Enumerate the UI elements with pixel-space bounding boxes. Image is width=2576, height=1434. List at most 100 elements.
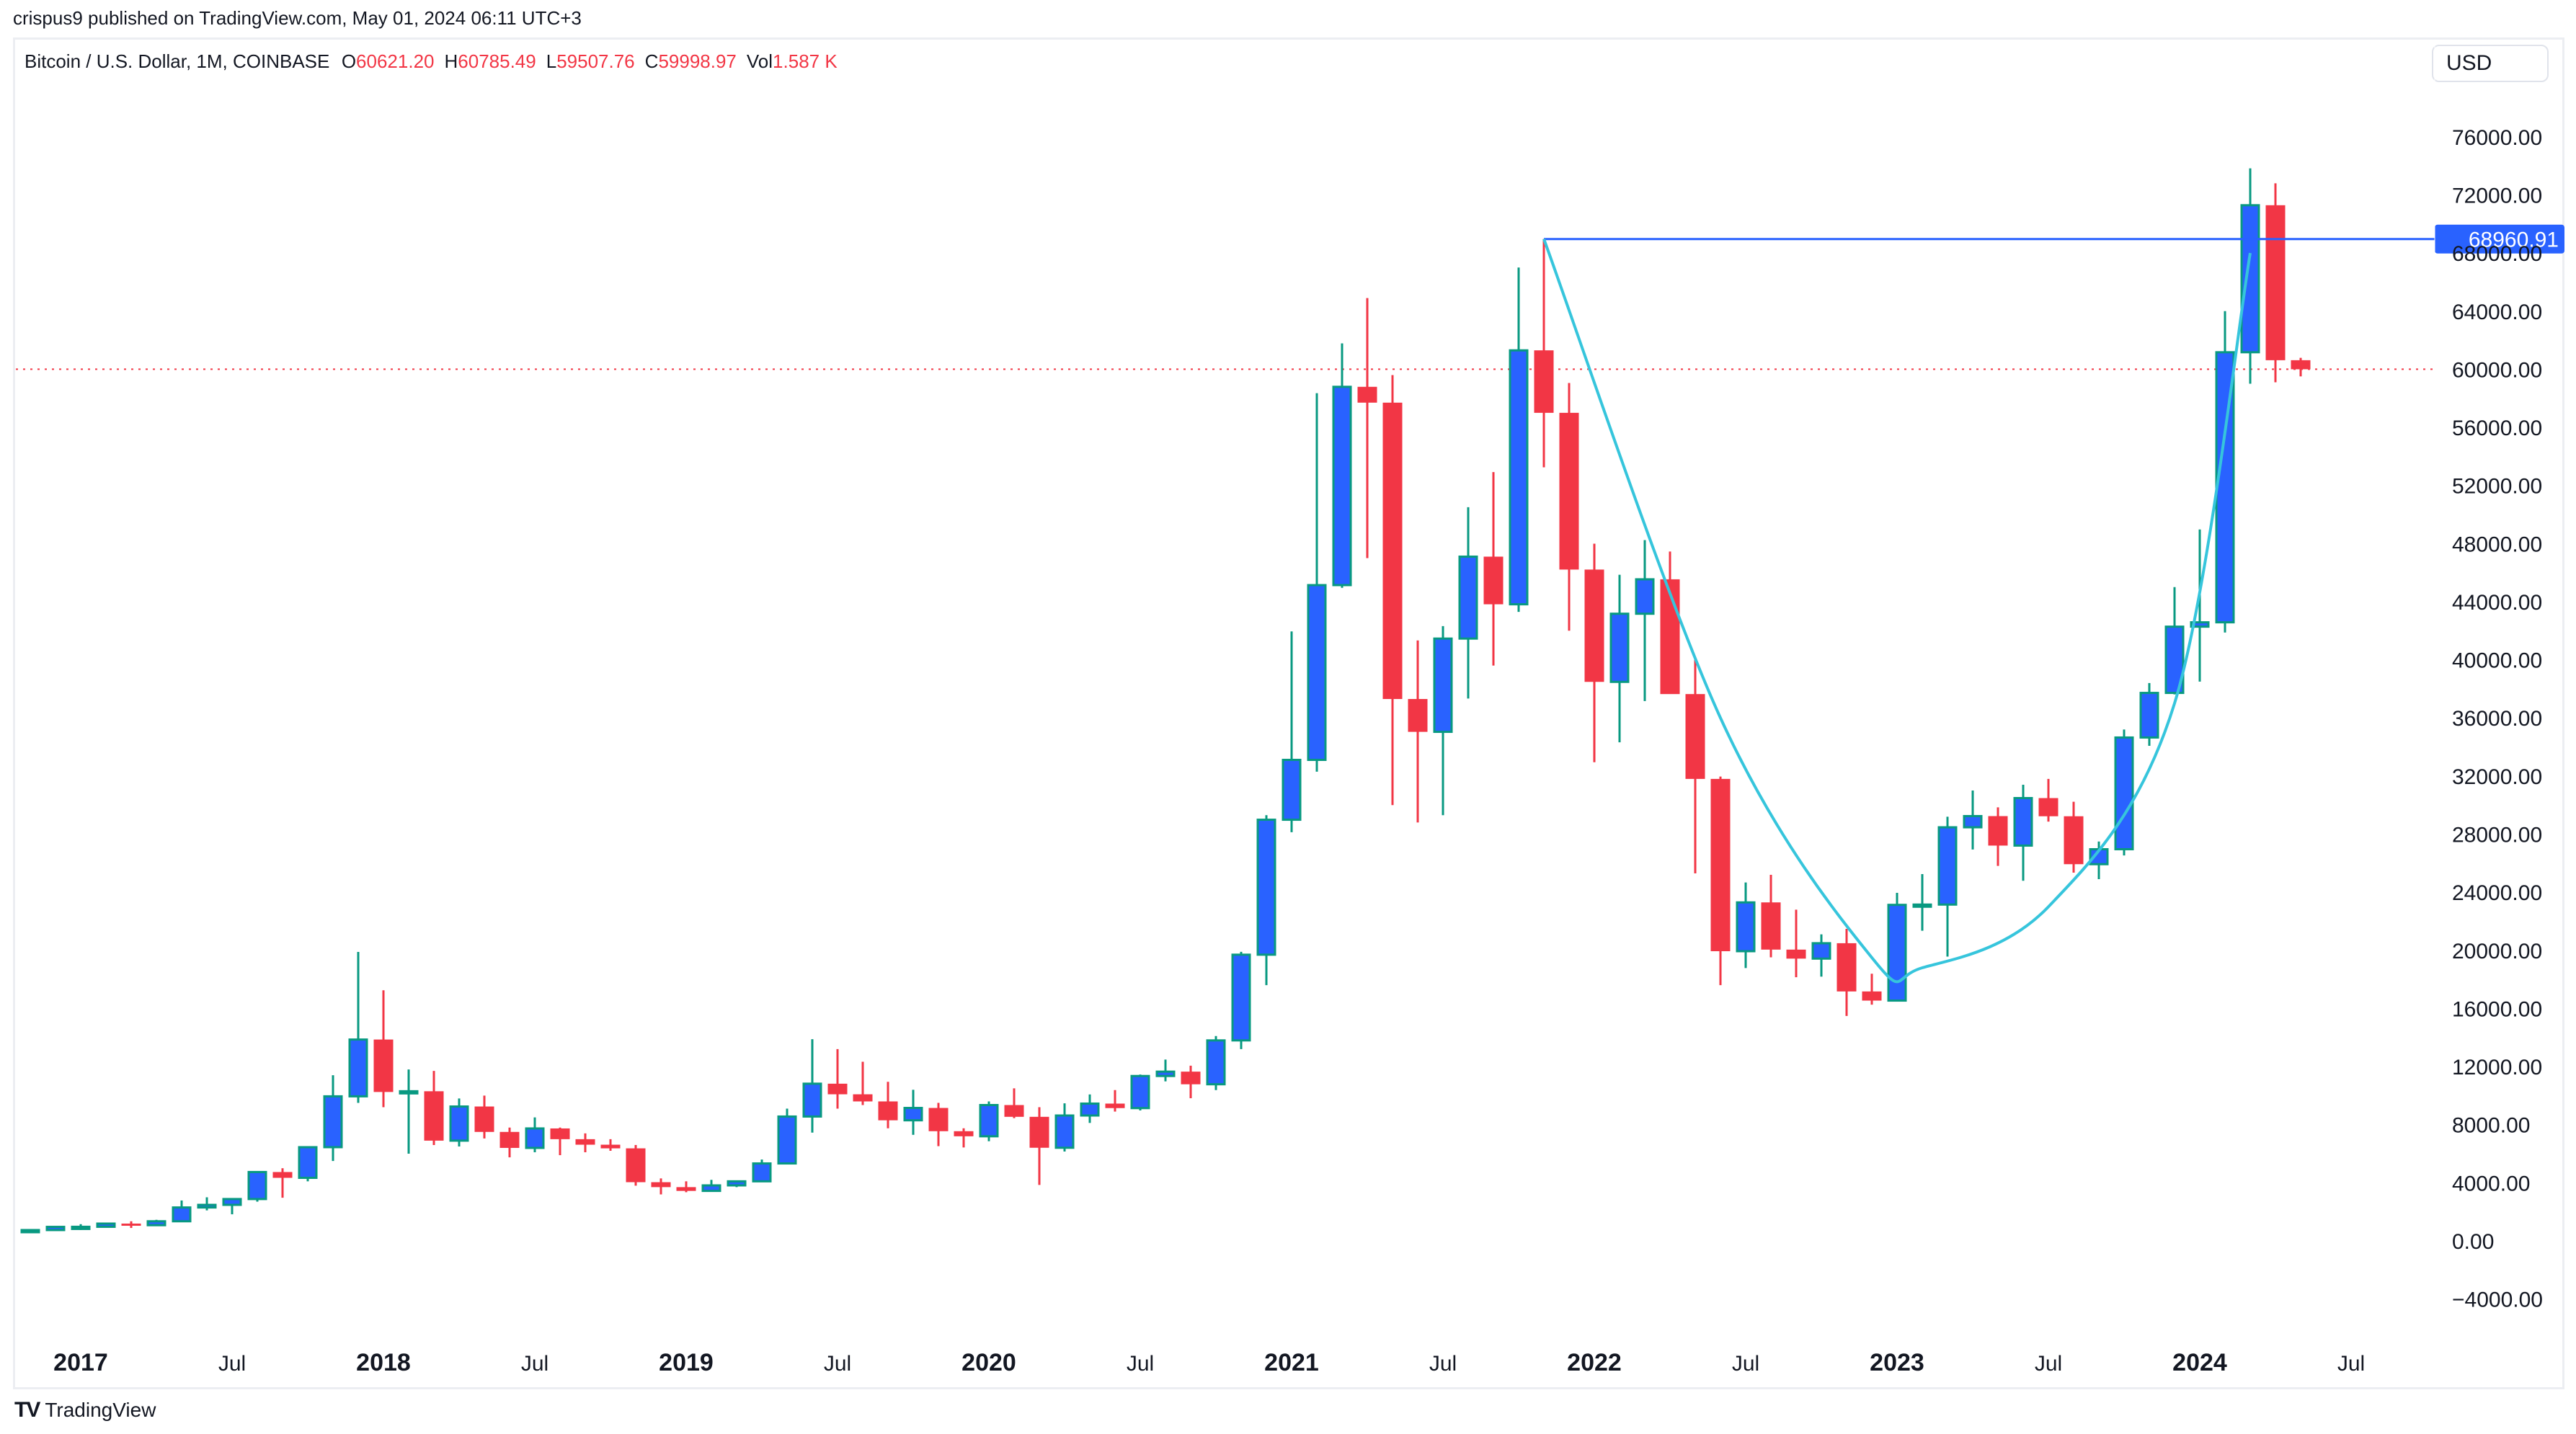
candle-down[interactable] [1584, 569, 1604, 682]
candle-up[interactable] [1282, 759, 1302, 821]
candle-up[interactable] [1307, 584, 1327, 762]
candle-down[interactable] [1836, 943, 1857, 992]
candle-up[interactable] [20, 1229, 40, 1234]
candle-up[interactable] [2240, 204, 2260, 354]
candle-down[interactable] [1029, 1116, 1049, 1148]
candle-down[interactable] [499, 1131, 520, 1148]
candle-down[interactable] [878, 1101, 898, 1121]
candle-up[interactable] [1054, 1114, 1075, 1149]
candle-up[interactable] [1155, 1070, 1176, 1077]
candle-up[interactable] [1433, 637, 1453, 734]
candle-up[interactable] [298, 1146, 318, 1180]
price-axis-tick: 76000.00 [2452, 126, 2542, 150]
candle-up[interactable] [777, 1115, 797, 1165]
candle-up[interactable] [1080, 1102, 1100, 1117]
candle-down[interactable] [2291, 360, 2311, 370]
candle-up[interactable] [146, 1220, 166, 1226]
candle-up[interactable] [247, 1170, 267, 1201]
candle-up[interactable] [2114, 736, 2134, 850]
candle-up[interactable] [1332, 386, 1352, 587]
candle-up[interactable] [1937, 826, 1958, 906]
chart-panel[interactable] [13, 37, 2564, 1389]
candle-down[interactable] [1761, 902, 1781, 950]
candle-down[interactable] [2064, 816, 2084, 865]
candle-up[interactable] [752, 1162, 772, 1183]
resistance-price-label: 68960.91 [2469, 228, 2559, 252]
candle-down[interactable] [2265, 205, 2286, 360]
candle-down[interactable] [1988, 816, 2008, 846]
candle-down[interactable] [1357, 386, 1377, 403]
candle-up[interactable] [2013, 797, 2033, 847]
high-label: H [444, 50, 458, 72]
price-axis-tick: 72000.00 [2452, 184, 2542, 208]
candle-down[interactable] [474, 1106, 494, 1132]
candle-up[interactable] [449, 1105, 469, 1142]
candle-down[interactable] [928, 1108, 949, 1131]
candle-down[interactable] [424, 1091, 444, 1141]
candle-up[interactable] [172, 1206, 192, 1223]
candle-up[interactable] [1458, 555, 1478, 640]
price-axis-tick: 40000.00 [2452, 649, 2542, 673]
candle-up[interactable] [348, 1038, 368, 1097]
candle-down[interactable] [1786, 949, 1806, 959]
candle-down[interactable] [954, 1131, 974, 1136]
candle-down[interactable] [1181, 1072, 1201, 1085]
candle-up[interactable] [197, 1203, 217, 1209]
candle-down[interactable] [575, 1139, 595, 1145]
candle-up[interactable] [2164, 625, 2185, 695]
candle-up[interactable] [1912, 903, 1932, 908]
candle-up[interactable] [1130, 1074, 1150, 1110]
candle-down[interactable] [827, 1083, 848, 1095]
candle-down[interactable] [853, 1094, 873, 1102]
candle-down[interactable] [1004, 1105, 1024, 1117]
candle-up[interactable] [1609, 613, 1630, 683]
candle-down[interactable] [626, 1148, 646, 1183]
candle-up[interactable] [802, 1082, 822, 1118]
candle-up[interactable] [399, 1090, 419, 1095]
candle-up[interactable] [45, 1226, 66, 1232]
candle-up[interactable] [525, 1127, 545, 1149]
candle-down[interactable] [1408, 699, 1428, 732]
candle-down[interactable] [651, 1182, 671, 1188]
candle-up[interactable] [71, 1225, 91, 1230]
candle-up[interactable] [1256, 819, 1276, 956]
candle-down[interactable] [1710, 778, 1731, 952]
candle-up[interactable] [2139, 692, 2159, 739]
candle-down[interactable] [550, 1128, 570, 1139]
candle-up[interactable] [903, 1107, 923, 1122]
candle-down[interactable] [1862, 991, 1882, 1001]
candle-up[interactable] [222, 1198, 242, 1206]
candle-down[interactable] [1534, 350, 1554, 413]
candle-down[interactable] [1685, 694, 1705, 779]
candle-down[interactable] [1105, 1103, 1125, 1108]
candle-down[interactable] [1660, 579, 1680, 695]
candle-up[interactable] [1509, 349, 1529, 606]
candle-up[interactable] [1811, 942, 1831, 960]
candle-down[interactable] [2038, 798, 2058, 816]
low-value: 59507.76 [556, 50, 635, 72]
candle-up[interactable] [1635, 578, 1655, 615]
candle-down[interactable] [1483, 556, 1504, 605]
candle-up[interactable] [727, 1180, 747, 1187]
cup-pattern-curve[interactable] [1542, 239, 2252, 984]
candle-down[interactable] [272, 1172, 293, 1178]
candle-up[interactable] [96, 1222, 116, 1228]
candle-down[interactable] [121, 1224, 141, 1226]
candle-up[interactable] [979, 1104, 999, 1138]
currency-button[interactable]: USD [2432, 45, 2549, 82]
candle-down[interactable] [1559, 412, 1579, 570]
candle-up[interactable] [1206, 1039, 1226, 1086]
candle-up[interactable] [323, 1095, 343, 1149]
candle-up[interactable] [1887, 904, 1907, 1002]
candle-down[interactable] [373, 1039, 394, 1092]
candle-up[interactable] [2190, 621, 2210, 628]
candle-up[interactable] [1231, 953, 1251, 1042]
volume-label: Vol [746, 50, 773, 72]
candle-down[interactable] [600, 1144, 621, 1149]
candle-down[interactable] [1382, 402, 1403, 700]
candle-up[interactable] [701, 1184, 721, 1193]
candle-up[interactable] [1963, 815, 1983, 829]
candle-down[interactable] [676, 1187, 696, 1191]
candle-up[interactable] [1736, 901, 1756, 953]
